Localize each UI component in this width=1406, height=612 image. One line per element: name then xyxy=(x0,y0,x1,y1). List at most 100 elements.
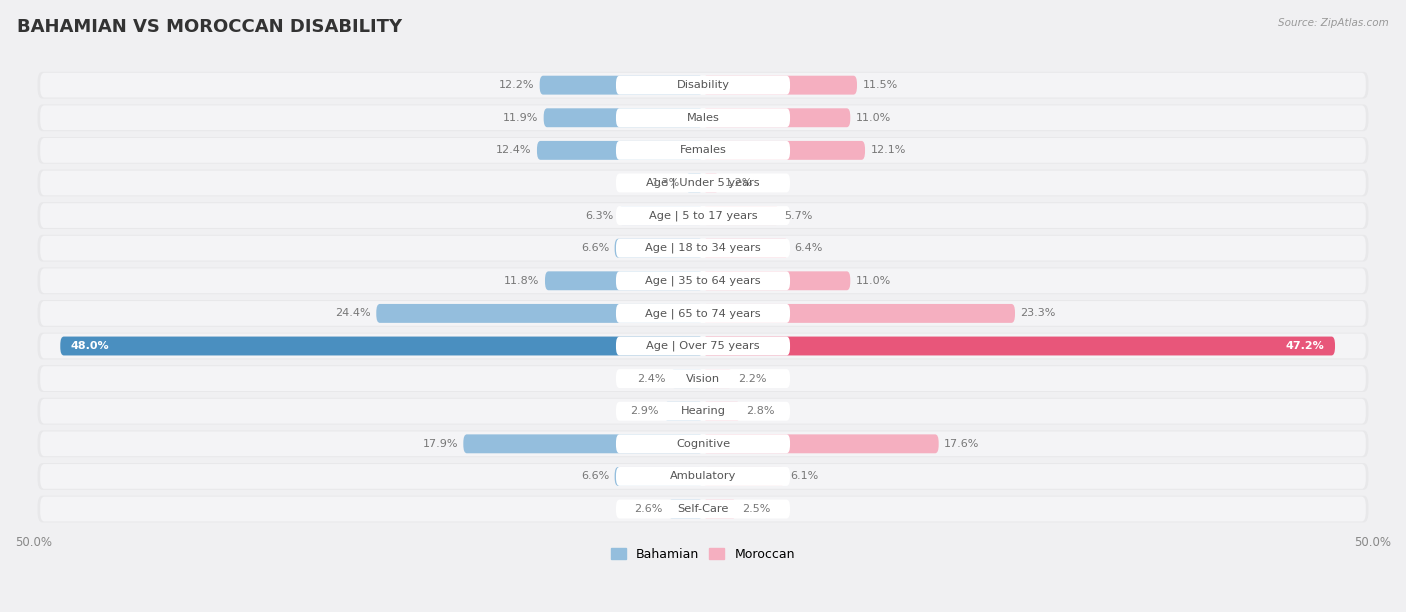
Text: Age | 65 to 74 years: Age | 65 to 74 years xyxy=(645,308,761,319)
FancyBboxPatch shape xyxy=(703,337,1336,356)
FancyBboxPatch shape xyxy=(668,499,703,518)
FancyBboxPatch shape xyxy=(703,435,939,453)
Text: Males: Males xyxy=(686,113,720,123)
FancyBboxPatch shape xyxy=(41,431,1365,456)
FancyBboxPatch shape xyxy=(616,76,790,95)
Text: Females: Females xyxy=(679,146,727,155)
FancyBboxPatch shape xyxy=(614,239,703,258)
FancyBboxPatch shape xyxy=(41,138,1365,163)
FancyBboxPatch shape xyxy=(38,496,1368,523)
Text: 2.8%: 2.8% xyxy=(745,406,775,416)
FancyBboxPatch shape xyxy=(38,170,1368,196)
FancyBboxPatch shape xyxy=(703,401,741,420)
Text: Hearing: Hearing xyxy=(681,406,725,416)
FancyBboxPatch shape xyxy=(38,300,1368,327)
FancyBboxPatch shape xyxy=(38,202,1368,229)
Text: 23.3%: 23.3% xyxy=(1021,308,1056,318)
Text: 12.2%: 12.2% xyxy=(499,80,534,90)
Text: 6.1%: 6.1% xyxy=(790,471,818,482)
Text: BAHAMIAN VS MOROCCAN DISABILITY: BAHAMIAN VS MOROCCAN DISABILITY xyxy=(17,18,402,36)
Text: Disability: Disability xyxy=(676,80,730,90)
FancyBboxPatch shape xyxy=(38,267,1368,294)
FancyBboxPatch shape xyxy=(616,206,790,225)
Text: Cognitive: Cognitive xyxy=(676,439,730,449)
FancyBboxPatch shape xyxy=(703,304,1015,323)
Text: 47.2%: 47.2% xyxy=(1285,341,1324,351)
Text: 12.4%: 12.4% xyxy=(496,146,531,155)
FancyBboxPatch shape xyxy=(616,271,790,290)
Text: 17.9%: 17.9% xyxy=(422,439,458,449)
FancyBboxPatch shape xyxy=(703,141,865,160)
FancyBboxPatch shape xyxy=(38,398,1368,425)
FancyBboxPatch shape xyxy=(616,108,790,127)
FancyBboxPatch shape xyxy=(616,499,790,518)
FancyBboxPatch shape xyxy=(464,435,703,453)
FancyBboxPatch shape xyxy=(614,467,703,486)
Text: Self-Care: Self-Care xyxy=(678,504,728,514)
FancyBboxPatch shape xyxy=(537,141,703,160)
FancyBboxPatch shape xyxy=(41,334,1365,359)
FancyBboxPatch shape xyxy=(41,464,1365,489)
FancyBboxPatch shape xyxy=(38,137,1368,164)
FancyBboxPatch shape xyxy=(38,235,1368,261)
FancyBboxPatch shape xyxy=(616,141,790,160)
FancyBboxPatch shape xyxy=(616,239,790,258)
Text: 12.1%: 12.1% xyxy=(870,146,905,155)
Text: 2.2%: 2.2% xyxy=(738,373,766,384)
FancyBboxPatch shape xyxy=(703,239,789,258)
FancyBboxPatch shape xyxy=(686,174,703,192)
FancyBboxPatch shape xyxy=(41,366,1365,391)
Text: Age | Under 5 years: Age | Under 5 years xyxy=(647,177,759,188)
FancyBboxPatch shape xyxy=(38,365,1368,392)
FancyBboxPatch shape xyxy=(41,269,1365,293)
FancyBboxPatch shape xyxy=(544,108,703,127)
FancyBboxPatch shape xyxy=(671,369,703,388)
FancyBboxPatch shape xyxy=(38,333,1368,359)
FancyBboxPatch shape xyxy=(41,301,1365,326)
Text: Age | Over 75 years: Age | Over 75 years xyxy=(647,341,759,351)
FancyBboxPatch shape xyxy=(38,105,1368,131)
Text: 5.7%: 5.7% xyxy=(785,211,813,220)
Text: 2.9%: 2.9% xyxy=(630,406,659,416)
FancyBboxPatch shape xyxy=(616,401,790,420)
Text: 1.2%: 1.2% xyxy=(724,178,752,188)
Text: Age | 5 to 17 years: Age | 5 to 17 years xyxy=(648,211,758,221)
FancyBboxPatch shape xyxy=(616,174,790,192)
FancyBboxPatch shape xyxy=(38,430,1368,457)
FancyBboxPatch shape xyxy=(546,271,703,290)
FancyBboxPatch shape xyxy=(703,206,779,225)
FancyBboxPatch shape xyxy=(616,369,790,388)
Text: 48.0%: 48.0% xyxy=(70,341,110,351)
Text: 24.4%: 24.4% xyxy=(335,308,371,318)
FancyBboxPatch shape xyxy=(41,399,1365,424)
FancyBboxPatch shape xyxy=(540,76,703,95)
FancyBboxPatch shape xyxy=(41,105,1365,130)
Text: 6.6%: 6.6% xyxy=(581,471,609,482)
FancyBboxPatch shape xyxy=(616,467,790,486)
FancyBboxPatch shape xyxy=(616,337,790,356)
FancyBboxPatch shape xyxy=(703,174,718,192)
Text: 1.3%: 1.3% xyxy=(652,178,681,188)
FancyBboxPatch shape xyxy=(41,497,1365,521)
Text: Source: ZipAtlas.com: Source: ZipAtlas.com xyxy=(1278,18,1389,28)
FancyBboxPatch shape xyxy=(616,304,790,323)
Text: Ambulatory: Ambulatory xyxy=(669,471,737,482)
FancyBboxPatch shape xyxy=(377,304,703,323)
Text: 11.9%: 11.9% xyxy=(503,113,538,123)
FancyBboxPatch shape xyxy=(41,236,1365,261)
Text: 11.8%: 11.8% xyxy=(505,276,540,286)
Text: 2.4%: 2.4% xyxy=(637,373,665,384)
Text: Age | 35 to 64 years: Age | 35 to 64 years xyxy=(645,275,761,286)
FancyBboxPatch shape xyxy=(664,401,703,420)
FancyBboxPatch shape xyxy=(703,467,785,486)
Text: 6.3%: 6.3% xyxy=(585,211,613,220)
FancyBboxPatch shape xyxy=(703,369,733,388)
Text: Age | 18 to 34 years: Age | 18 to 34 years xyxy=(645,243,761,253)
Text: 11.5%: 11.5% xyxy=(862,80,897,90)
Text: 2.5%: 2.5% xyxy=(742,504,770,514)
FancyBboxPatch shape xyxy=(703,76,858,95)
FancyBboxPatch shape xyxy=(41,203,1365,228)
FancyBboxPatch shape xyxy=(41,171,1365,195)
FancyBboxPatch shape xyxy=(41,73,1365,97)
Text: Vision: Vision xyxy=(686,373,720,384)
